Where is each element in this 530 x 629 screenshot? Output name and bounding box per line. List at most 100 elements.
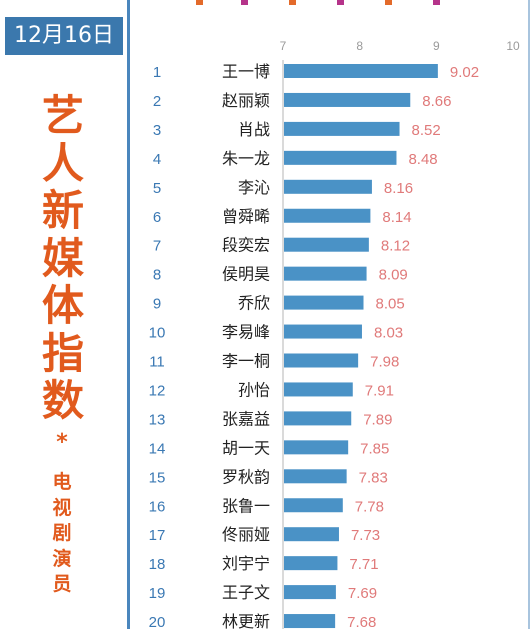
rank-label: 9 — [153, 296, 161, 313]
x-tick-label: 7 — [280, 39, 287, 53]
title-char: 艺 — [41, 91, 84, 140]
category-label: 胡一天 — [222, 438, 270, 457]
category-label: 乔欣 — [238, 294, 270, 313]
value-label: 8.03 — [374, 325, 403, 342]
bar — [284, 498, 343, 513]
category-label: 佟丽娅 — [222, 525, 270, 544]
value-label: 7.83 — [359, 469, 388, 486]
rank-label: 11 — [149, 354, 165, 371]
bar — [284, 585, 336, 600]
rank-label: 5 — [153, 180, 161, 197]
category-label: 朱一龙 — [222, 149, 270, 168]
date-badge: 12月16日 — [5, 17, 123, 55]
title-char: 新 — [41, 186, 84, 235]
category-label: 孙怡 — [238, 380, 270, 399]
decor-mark — [241, 0, 248, 5]
left-panel: 12月16日 艺 人 新 媒 体 指 数 * 电 视 剧 演 员 — [0, 0, 128, 629]
value-label: 7.68 — [347, 614, 376, 629]
value-label: 8.14 — [382, 209, 411, 226]
bar — [284, 150, 397, 165]
subtitle-char: 员 — [52, 573, 72, 595]
title-char: 人 — [41, 138, 84, 188]
rank-label: 17 — [149, 527, 166, 544]
value-label: 7.98 — [370, 354, 399, 371]
category-label: 张嘉益 — [222, 409, 270, 428]
category-label: 刘宇宁 — [222, 554, 270, 573]
bar — [284, 64, 438, 78]
category-label: 王一博 — [222, 62, 270, 81]
value-label: 7.89 — [363, 411, 392, 428]
decor-mark — [289, 0, 296, 5]
rank-label: 13 — [149, 411, 166, 428]
x-tick-label: 8 — [356, 39, 363, 53]
rank-label: 2 — [153, 93, 161, 110]
value-label: 8.16 — [384, 180, 413, 197]
subtitle-char: 剧 — [52, 522, 72, 544]
category-label: 侯明昊 — [222, 265, 270, 284]
category-label: 曾舜晞 — [222, 207, 270, 226]
rank-label: 16 — [149, 498, 166, 515]
category-label: 林更新 — [222, 612, 270, 629]
bar — [284, 382, 353, 397]
bar — [284, 324, 362, 339]
value-label: 7.69 — [348, 585, 377, 602]
x-tick-label: 9 — [433, 39, 440, 53]
value-label: 8.09 — [379, 267, 408, 284]
category-label: 张鲁一 — [222, 496, 270, 515]
title-char: 媒 — [41, 233, 84, 283]
title-char: 指 — [41, 328, 84, 378]
value-label: 7.85 — [360, 440, 389, 457]
bar — [284, 411, 352, 426]
value-label: 8.05 — [376, 296, 405, 313]
bar — [284, 469, 347, 484]
bar — [284, 527, 339, 542]
title-char: 体 — [41, 281, 84, 330]
value-label: 8.52 — [412, 122, 441, 139]
subtitle-char: 电 — [52, 471, 72, 493]
rank-label: 6 — [153, 209, 161, 226]
bar — [284, 266, 367, 281]
bar — [284, 121, 400, 136]
panel-divider — [127, 0, 130, 629]
value-label: 7.91 — [365, 382, 394, 399]
bar — [284, 208, 371, 223]
x-tick-label: 10 — [506, 39, 520, 53]
bar — [284, 556, 338, 571]
category-label: 王子文 — [222, 583, 270, 602]
category-label: 李一桐 — [222, 352, 270, 371]
bar — [284, 440, 349, 455]
value-label: 8.48 — [408, 151, 437, 168]
rank-label: 18 — [149, 556, 166, 573]
bar — [284, 353, 359, 368]
category-label: 赵丽颖 — [222, 91, 270, 110]
value-label: 9.02 — [450, 64, 479, 81]
rank-label: 1 — [153, 64, 161, 81]
chart-subtitle: 电 视 剧 演 员 — [44, 470, 80, 598]
rank-label: 7 — [153, 238, 161, 255]
bar — [284, 179, 372, 194]
rank-label: 3 — [153, 122, 161, 139]
right-border — [528, 0, 530, 629]
rank-label: 15 — [149, 469, 166, 486]
rank-label: 19 — [149, 585, 166, 602]
value-label: 7.78 — [355, 498, 384, 515]
category-label: 李易峰 — [222, 323, 270, 342]
rank-label: 12 — [149, 382, 166, 399]
value-label: 8.66 — [422, 93, 451, 110]
bar — [284, 237, 369, 252]
subtitle-char: 视 — [52, 496, 72, 519]
category-label: 肖战 — [238, 120, 270, 139]
category-label: 李沁 — [238, 178, 270, 197]
value-label: 7.71 — [349, 556, 378, 573]
category-label: 罗秋韵 — [222, 467, 270, 486]
bar — [284, 614, 336, 629]
title-char: 数 — [41, 376, 84, 425]
chart-title: 艺 人 新 媒 体 指 数 — [28, 92, 98, 425]
rank-label: 4 — [153, 151, 161, 168]
value-label: 7.73 — [351, 527, 380, 544]
category-label: 段奕宏 — [222, 236, 270, 255]
rank-label: 10 — [149, 325, 166, 342]
decor-mark — [196, 0, 203, 5]
decor-mark — [385, 0, 392, 5]
